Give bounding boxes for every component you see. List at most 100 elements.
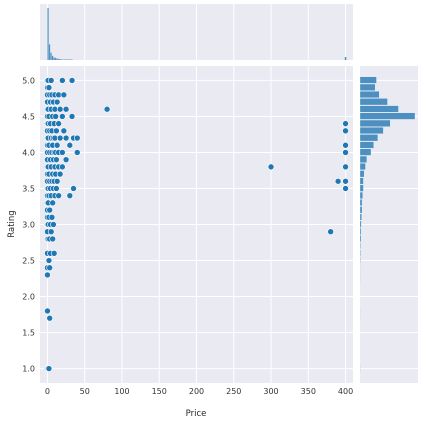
y-axis-label: Rating — [7, 210, 17, 237]
x-axis-label: Price — [186, 409, 207, 419]
x-tick-labels: 0 50 100 150 200 250 300 350 400 — [45, 387, 353, 396]
x-tick-label: 350 — [301, 387, 316, 396]
top-histogram-bar — [51, 55, 54, 60]
scatter-point — [53, 141, 61, 149]
x-tick-label: 300 — [263, 387, 278, 396]
top-histogram-bar — [59, 58, 61, 60]
scatter-point — [44, 271, 51, 279]
scatter-point — [53, 127, 60, 135]
scatter-point — [62, 105, 70, 113]
top-histogram-bar — [68, 59, 70, 60]
right-histogram-bar — [359, 91, 380, 98]
right-histogram-bar — [359, 141, 374, 149]
top-histogram-bar — [62, 59, 64, 60]
right-histogram-bar — [359, 206, 363, 214]
top-histogram-bar — [63, 59, 66, 60]
y-tick-label: 1.0 — [22, 365, 35, 374]
top-histogram-bar — [344, 57, 347, 60]
scatter-point — [73, 134, 81, 142]
right-histogram-bar — [359, 134, 379, 142]
scatter-point — [50, 221, 57, 228]
top-histogram-bar — [47, 8, 49, 60]
right-histogram-bar — [359, 199, 363, 207]
right-marginal-grid — [360, 79, 418, 370]
scatter-point — [62, 156, 70, 163]
scatter-point — [46, 264, 53, 272]
scatter-point — [55, 192, 62, 199]
scatter-point — [342, 177, 349, 185]
scatter-point — [56, 105, 64, 113]
y-tick-label: 3.5 — [22, 184, 35, 193]
scatter-point — [66, 141, 74, 149]
top-histogram-bar — [69, 59, 71, 60]
scatter-point — [55, 120, 62, 127]
right-histogram-bar — [359, 105, 399, 113]
scatter-point — [56, 134, 64, 142]
top-histogram-bar — [53, 57, 55, 60]
right-histogram-bar — [359, 76, 377, 84]
scatter-point — [342, 185, 349, 192]
top-marginal-histogram — [47, 8, 347, 60]
scatter-point — [327, 228, 334, 236]
scatter-points — [44, 77, 349, 372]
right-histogram-bar — [359, 83, 376, 91]
top-histogram-bar — [56, 58, 58, 60]
scatter-point — [59, 163, 66, 171]
scatter-point — [45, 84, 53, 91]
scatter-point — [53, 185, 60, 192]
scatter-point — [73, 149, 81, 156]
scatter-point — [62, 134, 70, 142]
y-tick-label: 5.0 — [22, 76, 35, 85]
x-tick-label: 200 — [189, 387, 204, 396]
y-tick-label: 1.5 — [22, 329, 35, 338]
right-histogram-bar — [359, 256, 361, 264]
scatter-point — [60, 91, 68, 99]
scatter-point — [59, 113, 66, 120]
right-histogram-bar — [359, 127, 384, 134]
scatter-point — [70, 185, 77, 192]
right-histogram-bar — [359, 177, 364, 185]
right-histogram-bar — [359, 220, 362, 228]
top-histogram-bar — [71, 59, 73, 60]
right-histogram-bar — [359, 184, 364, 192]
y-tick-label: 2.5 — [22, 257, 35, 266]
top-histogram-bar — [54, 57, 57, 60]
top-histogram-bar — [57, 58, 60, 60]
right-histogram-bar — [359, 112, 416, 120]
top-histogram-bar — [65, 59, 67, 60]
right-histogram-bar — [359, 249, 361, 257]
x-tick-label: 250 — [226, 387, 241, 396]
right-histogram-bar — [359, 242, 361, 250]
scatter-point — [53, 98, 61, 106]
right-histogram-bar — [359, 98, 388, 106]
scatter-point — [50, 250, 58, 257]
x-tick-label: 150 — [152, 387, 167, 396]
scatter-point — [45, 365, 53, 372]
y-tick-label: 4.5 — [22, 112, 35, 121]
scatter-point — [68, 113, 76, 120]
scatter-point — [49, 199, 56, 207]
scatter-point — [47, 77, 55, 84]
scatter-point — [342, 149, 349, 156]
top-histogram-bar — [60, 59, 63, 60]
scatter-point — [267, 163, 275, 171]
top-histogram-bar — [48, 44, 51, 60]
scatter-point — [47, 228, 55, 236]
y-tick-label: 3.0 — [22, 221, 35, 230]
x-tick-label: 100 — [114, 387, 129, 396]
scatter-point — [46, 314, 53, 322]
right-marginal-histogram — [359, 76, 416, 372]
scatter-point — [53, 156, 60, 163]
scatter-point — [103, 105, 111, 113]
scatter-point — [53, 177, 61, 185]
right-histogram-bar — [359, 170, 365, 178]
x-tick-label: 400 — [338, 387, 353, 396]
scatter-point — [342, 127, 349, 135]
right-histogram-bar — [359, 235, 362, 243]
right-histogram-bar — [359, 213, 362, 221]
x-tick-label: 0 — [45, 387, 50, 396]
right-histogram-bar — [359, 155, 368, 163]
scatter-point — [59, 77, 66, 84]
scatter-point — [60, 127, 68, 135]
